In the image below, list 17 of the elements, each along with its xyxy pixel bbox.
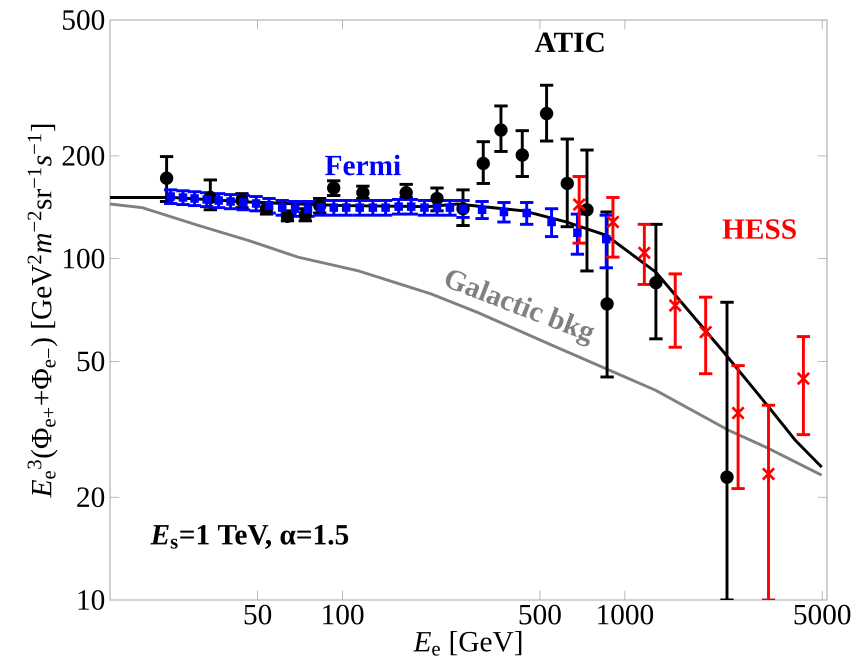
y-tick-label: 10 <box>78 590 104 610</box>
x-tick-label: 1000 <box>598 604 654 624</box>
y-tick-label: 100 <box>64 248 104 268</box>
x-tick-label: 50 <box>244 604 272 624</box>
y-tick-label: 50 <box>78 351 104 372</box>
series-label: ATIC <box>534 32 604 52</box>
y-tick-label: 200 <box>62 146 104 166</box>
text: HESS <box>722 219 796 239</box>
annotation: E$_{s}$=1 TeV, α=1.5 <box>150 524 348 549</box>
x-axis-title: E$_{e}$ [GeV] <box>413 630 522 656</box>
x-tick-label: 5000 <box>794 604 850 624</box>
text: E$_{e}$$^{3}$(Φ$_{e+}$+Φ$_{e−}$) [GeV$^{2}$m$^{−2}$sr$^{−1}$s$^{−1}$] <box>28 124 58 498</box>
series-label: Fermi <box>325 154 401 176</box>
y-tick-label: 20 <box>77 487 104 508</box>
y-tick-label: 500 <box>63 10 104 30</box>
x-tick-label: 100 <box>323 604 364 624</box>
x-tick-label: 500 <box>520 604 561 624</box>
